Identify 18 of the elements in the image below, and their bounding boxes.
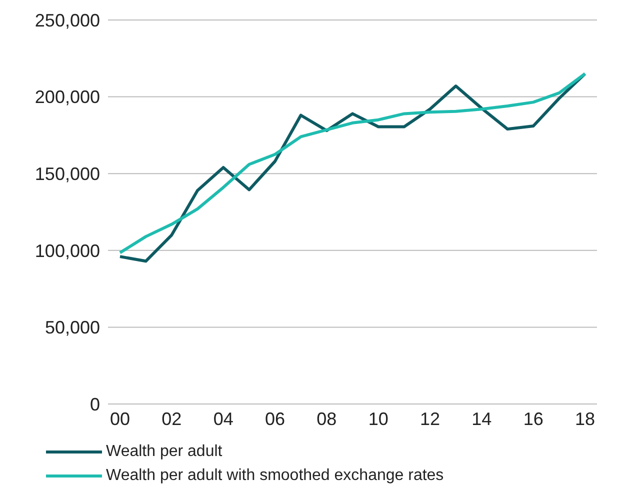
y-tick-label: 0: [90, 394, 100, 414]
y-tick-label: 200,000: [34, 87, 100, 108]
x-tick-label: 04: [213, 408, 234, 429]
x-tick-label: 00: [110, 408, 130, 429]
legend-label: Wealth per adult with smoothed exchange rates: [106, 467, 444, 485]
x-tick-label: 08: [316, 408, 337, 429]
legend-label: Wealth per adult: [106, 443, 222, 461]
y-tick-label: 50,000: [44, 318, 100, 338]
x-tick-label: 12: [420, 408, 440, 429]
x-tick-label: 02: [162, 408, 182, 429]
y-tick-label: 100,000: [34, 240, 100, 261]
x-tick-label: 10: [368, 408, 388, 429]
y-tick-label: 250,000: [34, 10, 100, 30]
y-tick-label: 150,000: [34, 164, 100, 184]
x-tick-label: 18: [574, 408, 596, 429]
x-tick-label: 16: [523, 408, 544, 429]
x-tick-label: 14: [472, 408, 492, 429]
x-tick-label: 06: [264, 408, 286, 429]
